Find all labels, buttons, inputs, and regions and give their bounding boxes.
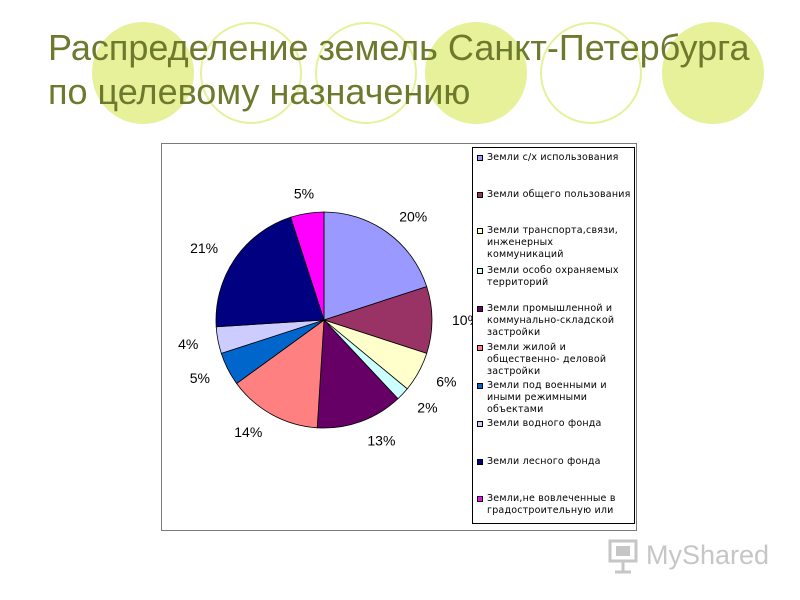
pie-slice	[323, 211, 428, 321]
pie-data-label: 13%	[367, 432, 395, 448]
logo-text: MyShared	[646, 540, 770, 570]
legend-label: Земли общего пользования	[487, 189, 631, 200]
legend-swatch	[477, 228, 483, 234]
legend-label: Земли водного фонда	[487, 418, 602, 429]
legend-swatch	[477, 268, 483, 274]
legend-swatch	[477, 306, 483, 312]
pie-data-label: 2%	[417, 400, 437, 416]
decorative-ring	[315, 22, 417, 124]
pie-data-label: 20%	[399, 208, 427, 224]
pie-data-label: 5%	[190, 370, 210, 386]
chart-area: 20% 10% 6% 2% 13% 14% 5% 4% 21% 5% Земли с/х испо…	[161, 143, 637, 531]
legend-label: Земли жилой и общественно- деловой застр…	[487, 342, 607, 377]
legend-label: Земли под военными и иными режимными объ…	[487, 380, 607, 415]
pie-slice	[290, 211, 325, 321]
legend-swatch	[477, 496, 483, 502]
legend-swatch	[477, 421, 483, 427]
pie-chart: 20%10%6%2%13%14%5%4%21%5%	[178, 186, 480, 449]
legend-label: Земли особо охраняемых территорий	[487, 265, 619, 288]
decorative-circle	[92, 22, 194, 124]
presentation-icon	[608, 539, 638, 574]
slide-title: Распределение земель Санкт-Петербурга по…	[48, 27, 750, 112]
legend-label: Земли промышленной и коммунально-складск…	[487, 303, 615, 338]
decorative-circle	[662, 22, 764, 124]
legend-label: Земли транспорта,связи, инженерных комму…	[487, 225, 618, 260]
legend-swatch	[477, 383, 483, 389]
legend-label: Земли с/х использования	[487, 152, 619, 163]
legend-swatch	[477, 192, 483, 198]
decorative-ring	[540, 22, 642, 124]
chart-legend: Земли с/х использования Земли общего поль…	[472, 147, 635, 524]
pie-slice	[215, 216, 325, 328]
pie-data-label: 14%	[234, 424, 262, 440]
legend-swatch	[477, 459, 483, 465]
decorative-ring	[200, 22, 302, 124]
pie-slice	[316, 319, 399, 429]
decorative-circle	[425, 22, 527, 124]
pie-data-label: 6%	[436, 374, 456, 390]
legend-label: Земли лесного фонда	[487, 456, 601, 467]
pie-data-label: 21%	[190, 240, 218, 256]
legend-swatch	[477, 345, 483, 351]
legend-label: Земли,не вовлеченные в градостроительную…	[487, 493, 616, 516]
pie-slice	[236, 319, 325, 429]
legend-swatch	[477, 155, 483, 161]
myshared-logo: MyShared	[606, 536, 770, 576]
pie-data-label: 4%	[178, 336, 198, 352]
pie-data-label: 5%	[294, 186, 314, 202]
